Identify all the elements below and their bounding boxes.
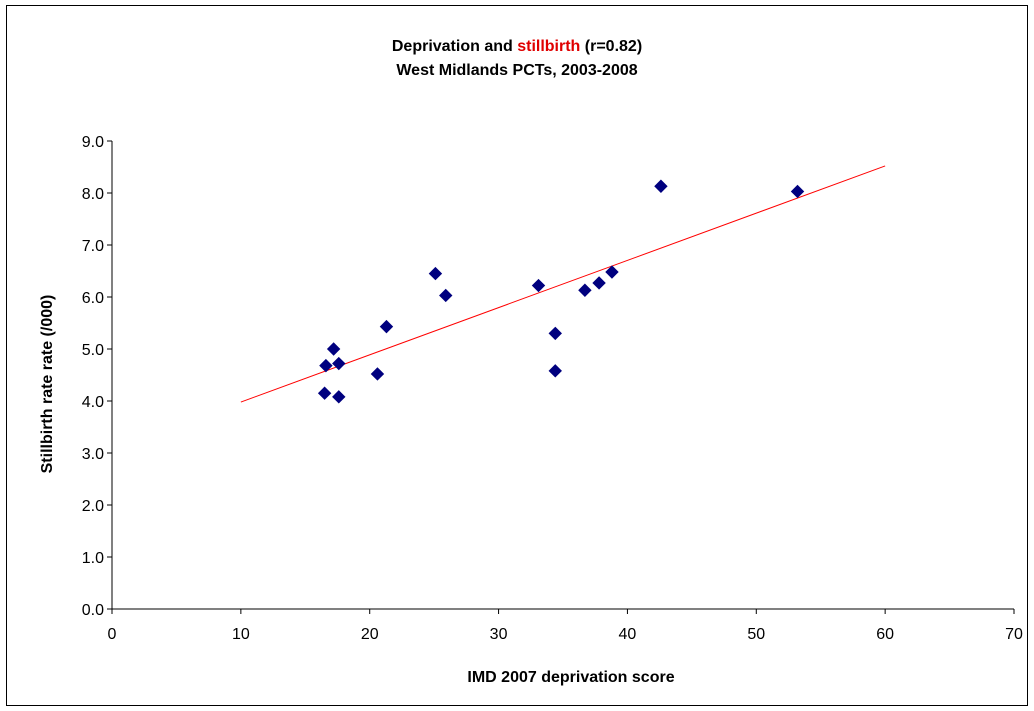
data-point — [605, 265, 619, 279]
y-tick-label: 6.0 — [82, 290, 104, 307]
x-tick-label: 40 — [619, 626, 637, 643]
y-tick-label: 9.0 — [82, 134, 104, 151]
x-tick-label: 20 — [361, 626, 379, 643]
data-point — [317, 386, 332, 400]
data-point — [439, 288, 453, 303]
y-tick-label: 1.0 — [82, 550, 104, 567]
x-axis-ticks: 0 10 20 30 40 50 60 70 — [108, 609, 1023, 643]
chart-frame: Deprivation and stillbirth (r=0.82) West… — [6, 5, 1028, 706]
data-points — [317, 179, 805, 404]
x-tick-label: 70 — [1005, 626, 1023, 643]
x-axis-title: IMD 2007 deprivation score — [467, 669, 674, 686]
data-point — [548, 326, 562, 341]
data-point — [548, 364, 562, 378]
y-tick-label: 3.0 — [82, 446, 104, 463]
y-tick-label: 8.0 — [82, 186, 104, 203]
data-point — [790, 184, 805, 199]
data-point — [654, 179, 668, 193]
x-tick-label: 50 — [747, 626, 765, 643]
data-point — [531, 278, 546, 293]
chart-title: Deprivation and stillbirth (r=0.82) — [392, 38, 642, 55]
chart-title-highlight: stillbirth — [517, 38, 580, 55]
y-tick-label: 0.0 — [82, 602, 104, 619]
trendline — [240, 165, 886, 403]
y-tick-label: 4.0 — [82, 394, 104, 411]
x-tick-label: 60 — [876, 626, 894, 643]
x-tick-label: 10 — [232, 626, 250, 643]
y-axis-ticks: 0.0 1.0 2.0 3.0 4.0 5.0 6.0 7.0 8.0 9.0 — [82, 134, 112, 619]
x-tick-label: 30 — [490, 626, 508, 643]
scatter-chart: Deprivation and stillbirth (r=0.82) West… — [39, 38, 1023, 686]
data-point — [332, 390, 346, 404]
data-point — [326, 342, 341, 356]
chart-subtitle: West Midlands PCTs, 2003-2008 — [396, 62, 637, 79]
chart-title-part-2: (r=0.82) — [580, 38, 642, 55]
data-point — [370, 367, 385, 381]
y-tick-label: 2.0 — [82, 498, 104, 515]
x-tick-label: 0 — [108, 626, 117, 643]
data-point — [428, 266, 443, 281]
data-point — [592, 276, 606, 290]
data-point — [379, 319, 394, 334]
chart-title-part-1: Deprivation and — [392, 38, 517, 55]
data-point — [578, 283, 592, 297]
y-tick-label: 5.0 — [82, 342, 104, 359]
y-tick-label: 7.0 — [82, 238, 104, 255]
data-point — [319, 358, 333, 373]
y-axis-title: Stillbirth rate rate (/000) — [39, 295, 56, 474]
data-point — [332, 356, 346, 371]
